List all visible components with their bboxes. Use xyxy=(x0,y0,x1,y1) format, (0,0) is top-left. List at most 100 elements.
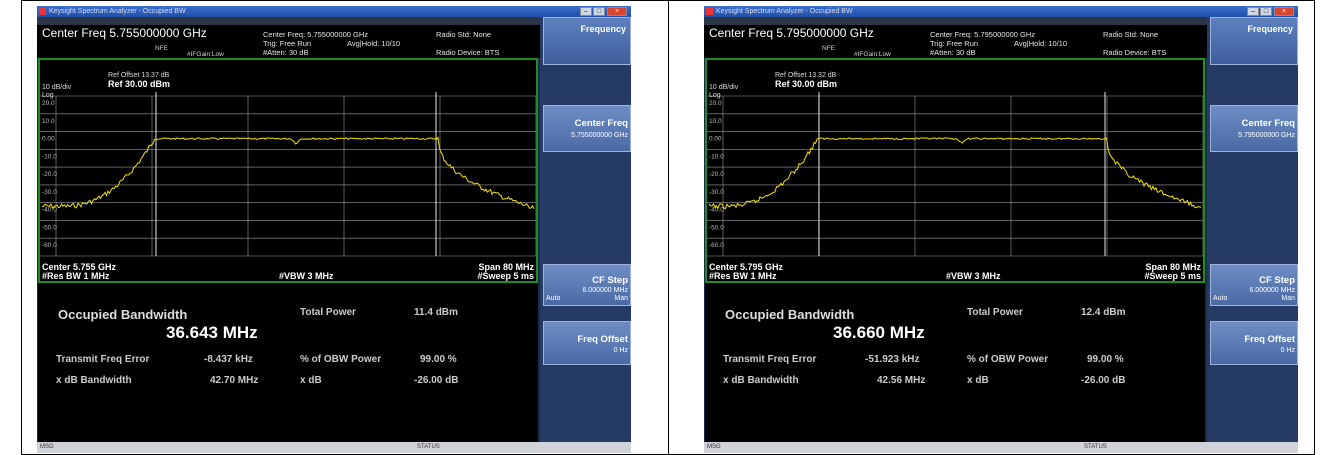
minimize-button[interactable]: – xyxy=(1247,7,1259,16)
xdb-bw-value: 42.70 MHz xyxy=(210,375,259,386)
res-bw-label: #Res BW 1 MHz xyxy=(709,271,777,281)
center-freq-header[interactable]: Center Freq 5.795000000 GHz xyxy=(709,26,874,40)
window-title: Keysight Spectrum Analyzer - Occupied BW xyxy=(716,8,853,15)
spectrum-trace xyxy=(41,136,535,210)
tx-freq-error-value: -8.437 kHz xyxy=(204,354,253,365)
center-freq-softkey[interactable]: Center Freq 5.755000000 GHz xyxy=(543,105,631,152)
window-titlebar: Keysight Spectrum Analyzer - Occupied BW… xyxy=(704,6,1298,17)
analyzer-window-right: Keysight Spectrum Analyzer - Occupied BW… xyxy=(704,6,1298,453)
nfe-label: NFE xyxy=(155,45,168,52)
radio-std-label: Radio Std: None xyxy=(1103,30,1159,39)
cf-step-softkey[interactable]: CF Step 6.000000 MHz Auto Man xyxy=(543,264,631,306)
avg-hold-label: Avg|Hold: 10/10 xyxy=(347,39,401,48)
maximize-button[interactable]: □ xyxy=(1260,7,1272,16)
freq-offset-value: 0 Hz xyxy=(613,347,628,354)
ifgain-label: #IFGain:Low xyxy=(854,51,891,58)
spectrum-graph[interactable]: 20.0 10.0 0.00 -10.0 -20.0 -30.0 -40.0 -50.0 -60… xyxy=(38,58,538,283)
msg-label: MSG xyxy=(707,444,721,450)
spectrum-svg: 20.0 10.0 0.00 -10.0 -20.0 -30.0 -40.0 -50.0 -60… xyxy=(707,92,1203,257)
left-panel: Keysight Spectrum Analyzer - Occupied BW… xyxy=(21,0,669,455)
atten-label: #Atten: 30 dB xyxy=(930,48,976,57)
cf-step-label: CF Step xyxy=(1259,275,1295,286)
vbw-label: #VBW 3 MHz xyxy=(946,271,1001,281)
freq-offset-label: Freq Offset xyxy=(1244,334,1295,345)
tx-freq-error-value: -51.923 kHz xyxy=(865,354,920,365)
scale-label: 10 dB/div xyxy=(709,84,739,91)
radio-device-label: Radio Device: BTS xyxy=(436,48,500,57)
log-label: Log xyxy=(709,92,721,99)
close-button[interactable]: × xyxy=(1274,7,1294,16)
center-freq-small: Center Freq: 5.755000000 GHz xyxy=(263,30,369,39)
center-bottom: Center 5.755 GHz xyxy=(42,262,117,272)
status-label: STATUS xyxy=(1084,444,1107,450)
y-tick-label: 10.0 xyxy=(42,118,55,125)
settings-topline xyxy=(704,17,1207,25)
xdb-value: -26.00 dB xyxy=(1081,375,1126,386)
frequency-menu-header[interactable]: Frequency xyxy=(1210,17,1298,65)
center-freq-softkey[interactable]: Center Freq 5.795000000 GHz xyxy=(1210,105,1298,152)
status-bar: MSG STATUS xyxy=(704,442,1298,453)
y-tick-label: -50.0 xyxy=(709,224,724,231)
status-bar: MSG STATUS xyxy=(37,442,631,453)
cf-step-man: Man xyxy=(1281,295,1295,302)
cf-step-softkey[interactable]: CF Step 6.000000 MHz Auto Man xyxy=(1210,264,1298,306)
softkey-panel: Frequency Center Freq 5.755000000 GHz CF… xyxy=(540,17,631,442)
window-title: Keysight Spectrum Analyzer - Occupied BW xyxy=(49,8,186,15)
y-tick-label: 10.0 xyxy=(709,118,722,125)
measurement-panel: Occupied Bandwidth 36.660 MHz Total Powe… xyxy=(705,283,1205,442)
freq-offset-label: Freq Offset xyxy=(577,334,628,345)
y-tick-label: 0.00 xyxy=(709,136,722,143)
tx-freq-error-label: Transmit Freq Error xyxy=(723,354,817,365)
close-button[interactable]: × xyxy=(607,7,627,16)
trig-label: Trig: Free Run xyxy=(930,39,979,48)
total-power-value: 11.4 dBm xyxy=(414,307,458,318)
y-tick-label: -60.0 xyxy=(42,242,57,249)
span-label: Span 80 MHz xyxy=(1145,262,1201,272)
settings-topline xyxy=(37,17,540,25)
xdb-bw-label: x dB Bandwidth xyxy=(56,375,132,386)
atten-label: #Atten: 30 dB xyxy=(263,48,309,57)
center-freq-header[interactable]: Center Freq 5.755000000 GHz xyxy=(42,26,207,40)
y-tick-label: 20.0 xyxy=(42,100,55,107)
right-panel: Keysight Spectrum Analyzer - Occupied BW… xyxy=(668,0,1315,455)
status-label: STATUS xyxy=(417,444,440,450)
ifgain-label: #IFGain:Low xyxy=(187,51,224,58)
xdb-label: x dB xyxy=(300,375,322,386)
maximize-button[interactable]: □ xyxy=(593,7,605,16)
softkey-panel: Frequency Center Freq 5.795000000 GHz CF… xyxy=(1207,17,1298,442)
app-icon xyxy=(706,8,713,15)
xdb-bw-label: x dB Bandwidth xyxy=(723,375,799,386)
minimize-button[interactable]: – xyxy=(580,7,592,16)
obw-value: 36.660 MHz xyxy=(833,323,925,342)
obw-label: Occupied Bandwidth xyxy=(725,307,855,322)
nfe-label: NFE xyxy=(822,45,835,52)
y-tick-label: -30.0 xyxy=(709,189,724,196)
cf-step-value: 6.000000 MHz xyxy=(582,287,628,294)
spectrum-trace xyxy=(708,137,1202,210)
freq-offset-softkey[interactable]: Freq Offset 0 Hz xyxy=(1210,321,1298,365)
y-tick-label: -60.0 xyxy=(709,242,724,249)
analyzer-window-left: Keysight Spectrum Analyzer - Occupied BW… xyxy=(37,6,631,453)
xdb-value: -26.00 dB xyxy=(414,375,459,386)
freq-offset-softkey[interactable]: Freq Offset 0 Hz xyxy=(543,321,631,365)
scale-label: 10 dB/div xyxy=(42,84,72,91)
y-tick-label: 0.00 xyxy=(42,136,55,143)
y-tick-label: -40.0 xyxy=(42,207,57,214)
spectrum-graph[interactable]: 20.0 10.0 0.00 -10.0 -20.0 -30.0 -40.0 -50.0 -60… xyxy=(705,58,1205,283)
center-freq-softkey-value: 5.755000000 GHz xyxy=(571,132,628,139)
settings-panel: Center Freq 5.755000000 GHz NFE #IFGain:… xyxy=(37,17,540,58)
tx-freq-error-label: Transmit Freq Error xyxy=(56,354,150,365)
frequency-menu-header[interactable]: Frequency xyxy=(543,17,631,65)
xdb-label: x dB xyxy=(967,375,989,386)
total-power-label: Total Power xyxy=(967,307,1023,318)
spectrum-svg: 20.0 10.0 0.00 -10.0 -20.0 -30.0 -40.0 -50.0 -60… xyxy=(40,92,536,257)
sweep-label: #Sweep 5 ms xyxy=(1144,271,1201,281)
y-tick-label: 20.0 xyxy=(709,100,722,107)
measurement-panel: Occupied Bandwidth 36.643 MHz Total Powe… xyxy=(38,283,538,442)
msg-label: MSG xyxy=(40,444,54,450)
ref-level: Ref 30.00 dBm xyxy=(108,79,171,89)
total-power-label: Total Power xyxy=(300,307,356,318)
radio-device-label: Radio Device: BTS xyxy=(1103,48,1167,57)
center-freq-small: Center Freq: 5.795000000 GHz xyxy=(930,30,1036,39)
y-tick-label: -40.0 xyxy=(709,207,724,214)
